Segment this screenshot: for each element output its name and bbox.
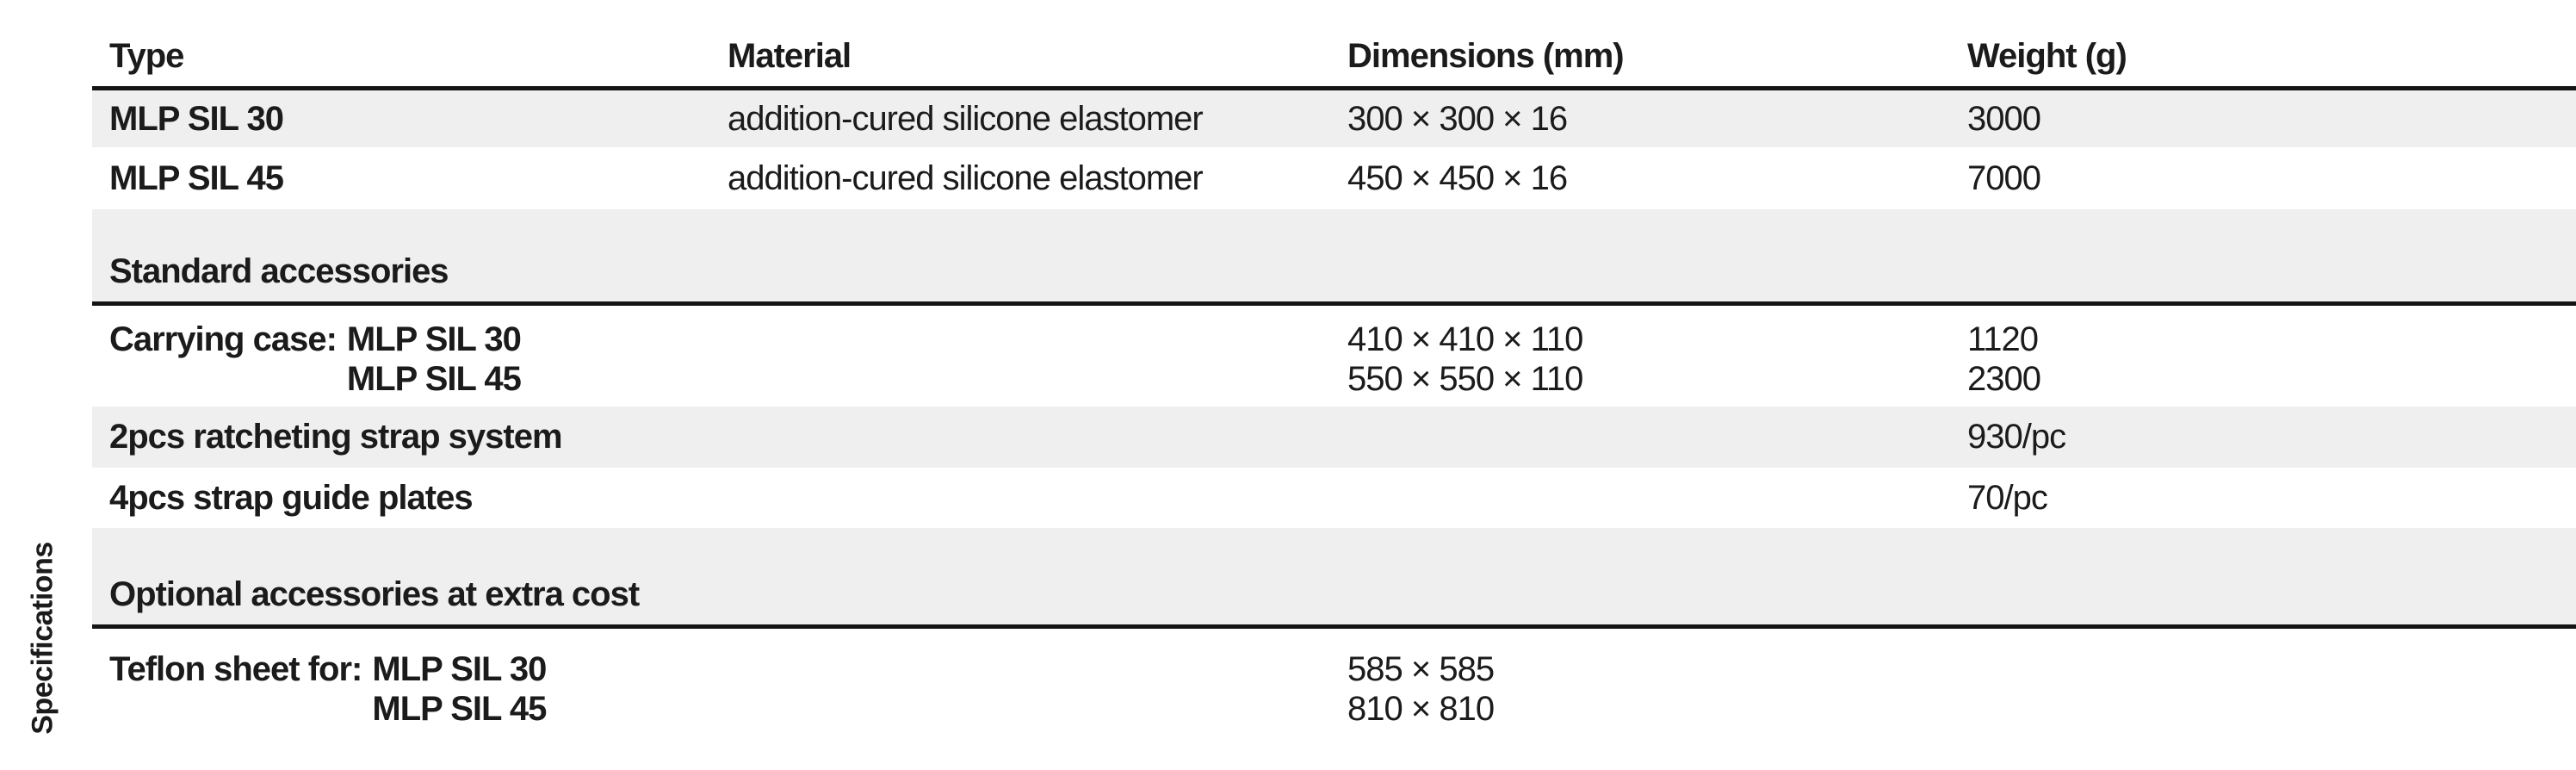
dimension-value: 810 × 810 <box>1347 690 1495 728</box>
empty-weight-cell <box>1967 629 2576 649</box>
row-label-cell: Teflon sheet for: MLP SIL 30 MLP SIL 45 <box>92 629 728 729</box>
table-header-row: Type Material Dimensions (mm) Weight (g) <box>92 0 2576 90</box>
model-name: MLP SIL 45 <box>346 360 522 398</box>
weight-value: 930/pc <box>1967 418 2066 456</box>
product-material: addition-cured silicone elastomer <box>728 158 1204 197</box>
model-name: MLP SIL 30 <box>372 650 547 688</box>
product-material: addition-cured silicone elastomer <box>728 99 1204 138</box>
dimensions-cell: 585 × 585 810 × 810 <box>1347 629 1967 729</box>
row-label: 4pcs strap guide plates <box>109 478 474 517</box>
weight-cell: 1120 2300 <box>1967 306 2576 399</box>
model-name: MLP SIL 30 <box>346 320 522 358</box>
row-label: 2pcs ratcheting strap system <box>109 418 563 456</box>
row-label: Carrying case: <box>109 320 337 358</box>
table-row-carrying-case: Carrying case: MLP SIL 30 MLP SIL 45 410… <box>92 306 2576 407</box>
product-type: MLP SIL 45 <box>109 158 284 197</box>
section-header-optional-accessories: Optional accessories at extra cost <box>92 528 2576 629</box>
dimension-value: 410 × 410 × 110 <box>1347 320 1583 358</box>
product-type: MLP SIL 30 <box>109 99 284 138</box>
empty-material-cell <box>728 629 1347 649</box>
table-row-strap-guide-plates: 4pcs strap guide plates 70/pc <box>92 468 2576 528</box>
section-header-standard-accessories: Standard accessories <box>92 209 2576 306</box>
row-label-cell: Carrying case: MLP SIL 30 MLP SIL 45 <box>92 306 728 399</box>
product-dimensions: 300 × 300 × 16 <box>1347 99 1568 138</box>
product-weight: 7000 <box>1967 158 2041 197</box>
column-header-material: Material <box>728 37 851 75</box>
column-header-type: Type <box>109 37 184 75</box>
column-header-weight: Weight (g) <box>1967 37 2127 75</box>
model-list: MLP SIL 30 MLP SIL 45 <box>346 320 522 399</box>
model-name: MLP SIL 45 <box>372 690 547 728</box>
dimension-value: 550 × 550 × 110 <box>1347 360 1583 398</box>
row-label: Teflon sheet for: <box>109 650 362 688</box>
empty-material-cell <box>728 306 1347 320</box>
table-row-product-mlp-sil-45: MLP SIL 45 addition-cured silicone elast… <box>92 147 2576 209</box>
dimensions-cell: 410 × 410 × 110 550 × 550 × 110 <box>1347 306 1967 399</box>
product-dimensions: 450 × 450 × 16 <box>1347 158 1568 197</box>
product-weight: 3000 <box>1967 99 2041 138</box>
weight-value: 70/pc <box>1967 478 2048 517</box>
specifications-table: Type Material Dimensions (mm) Weight (g)… <box>92 0 2576 761</box>
weight-value: 1120 <box>1967 320 2039 358</box>
table-row-ratcheting-strap: 2pcs ratcheting strap system 930/pc <box>92 407 2576 468</box>
dimension-value: 585 × 585 <box>1347 650 1495 688</box>
weight-value: 2300 <box>1967 360 2041 398</box>
table-row-teflon-sheet: Teflon sheet for: MLP SIL 30 MLP SIL 45 … <box>92 629 2576 761</box>
table-row-product-mlp-sil-30: MLP SIL 30 addition-cured silicone elast… <box>92 90 2576 147</box>
vertical-section-label: Specifications <box>26 542 59 735</box>
column-header-dimensions: Dimensions (mm) <box>1347 37 1625 75</box>
model-list: MLP SIL 30 MLP SIL 45 <box>372 649 547 729</box>
